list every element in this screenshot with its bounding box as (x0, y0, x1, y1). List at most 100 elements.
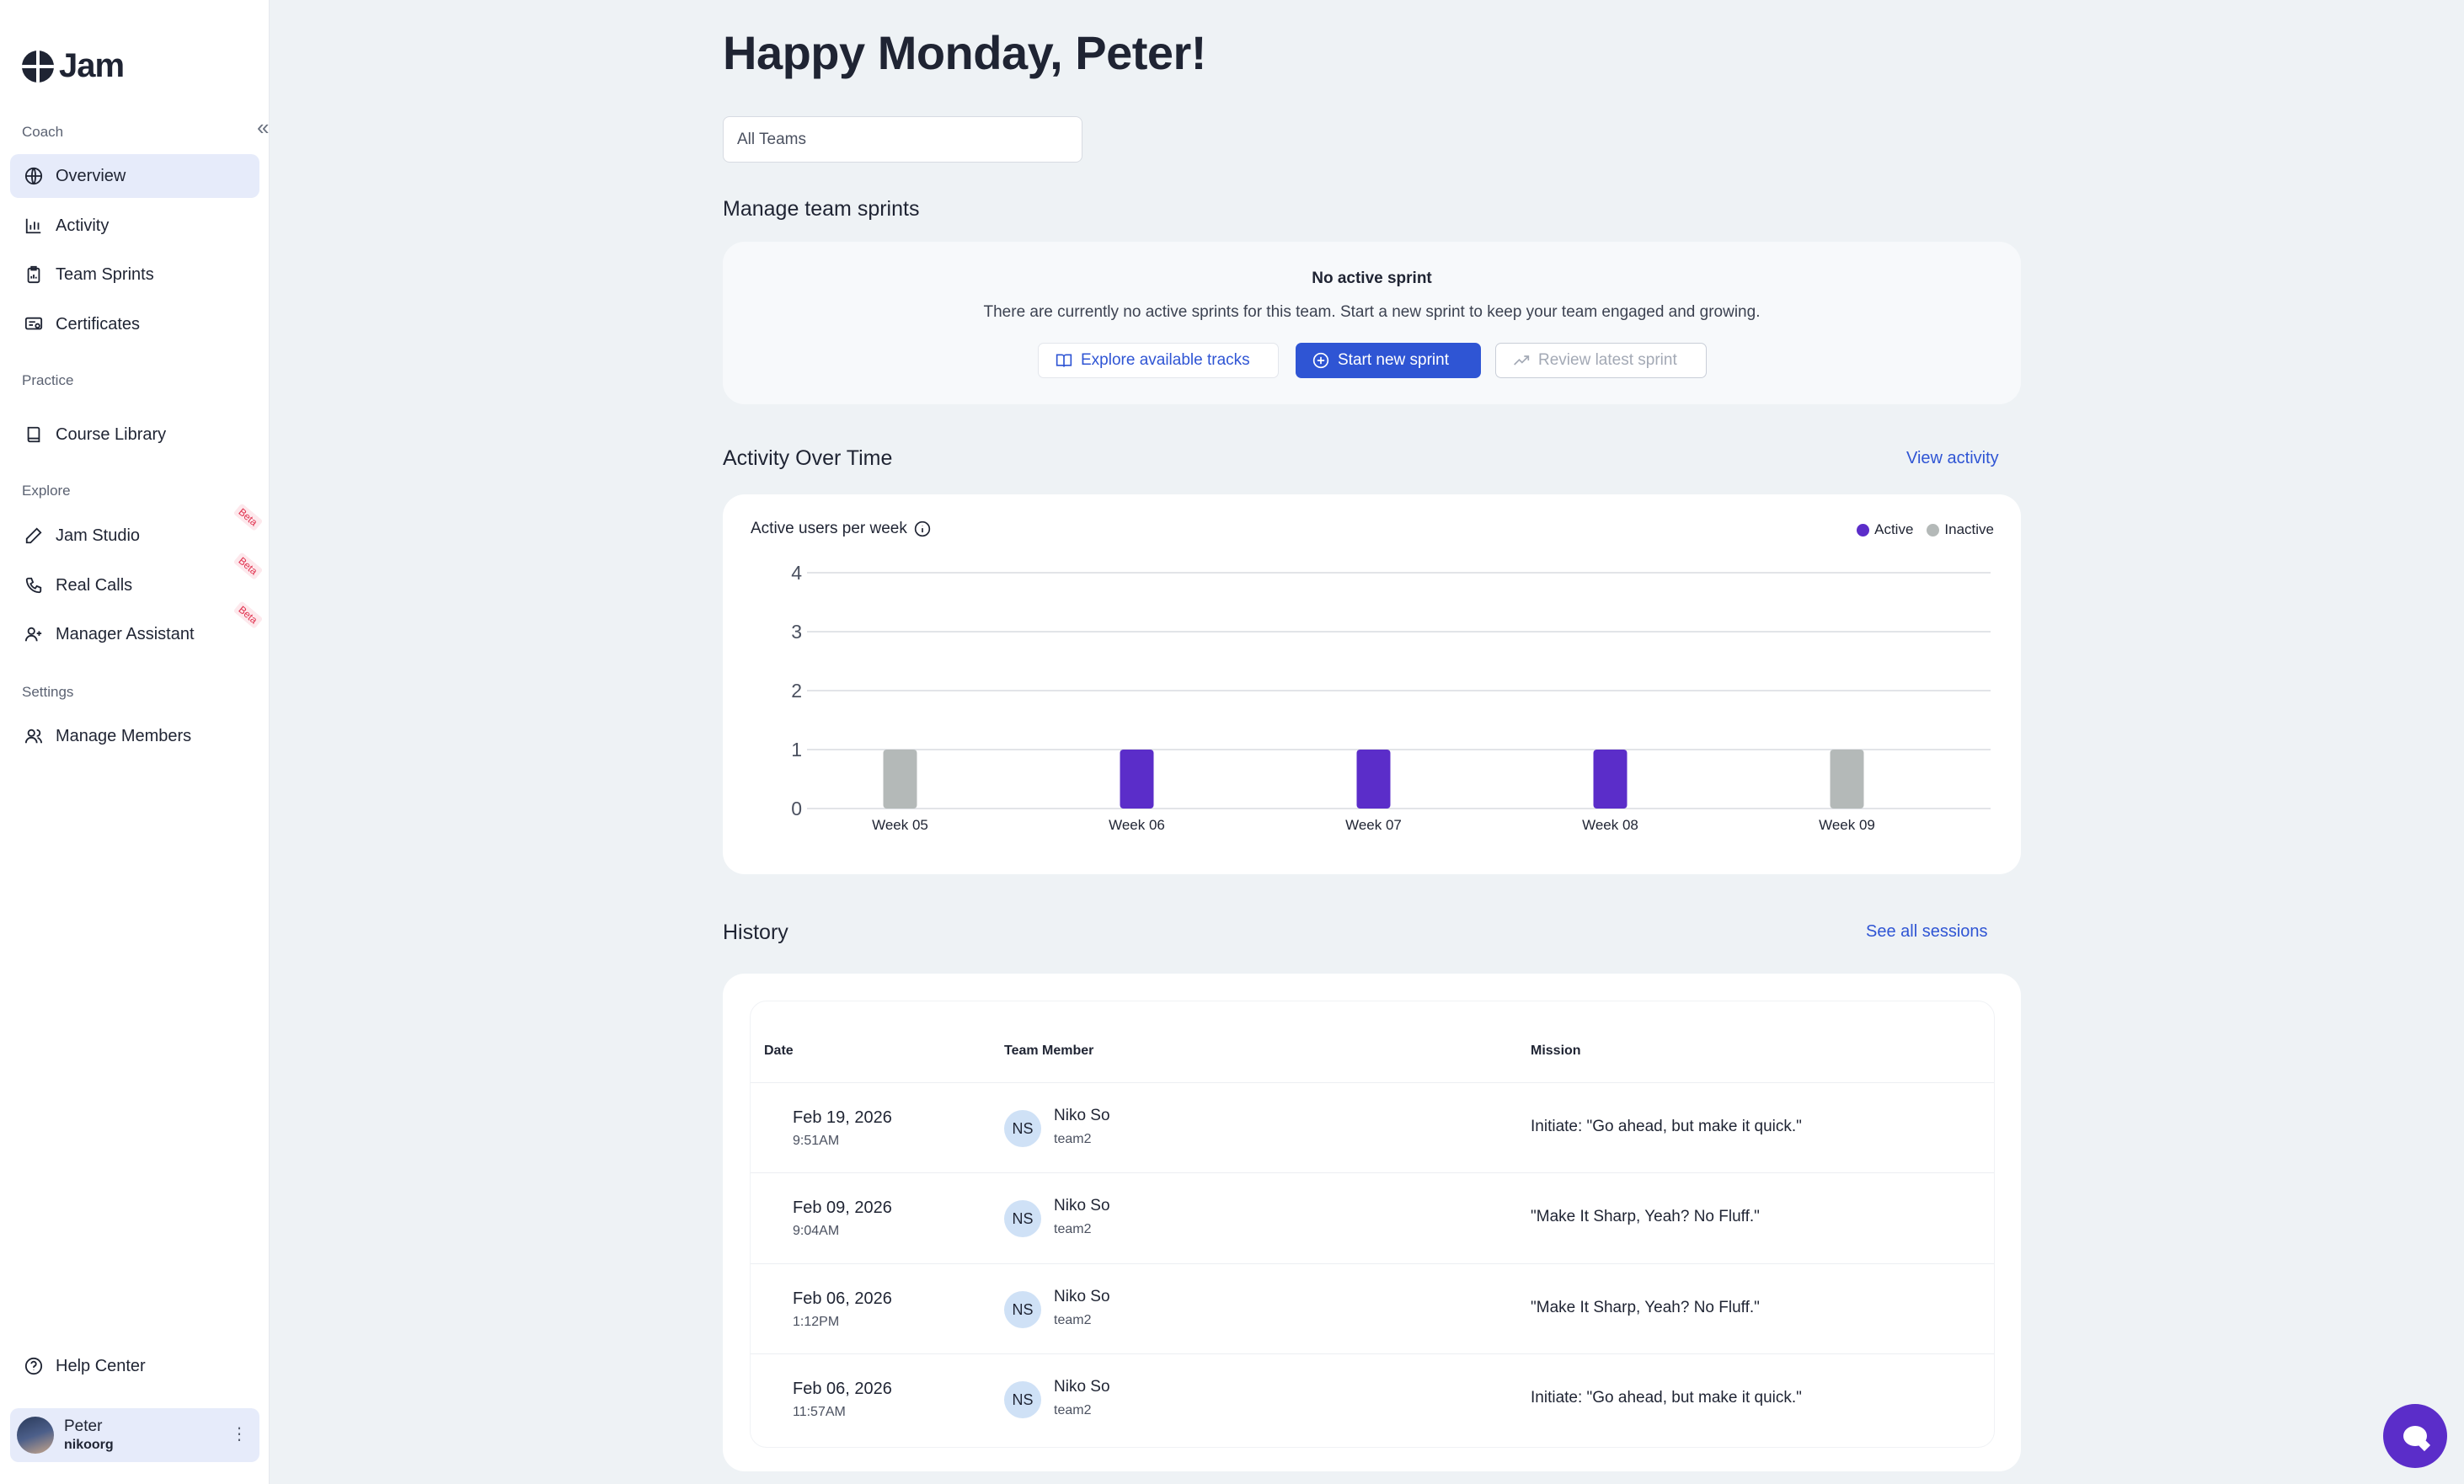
legend-label-inactive: Inactive (1944, 521, 1994, 537)
avatar: NS (1004, 1200, 1041, 1237)
avatar (17, 1417, 54, 1454)
member-team: team2 (1054, 1132, 1092, 1146)
team-filter-select[interactable]: All Teams (723, 116, 1082, 163)
activity-section-title: Activity Over Time (723, 446, 893, 470)
legend-dot-active (1857, 523, 1870, 536)
sidebar-item-label: Real Calls (56, 575, 133, 595)
sprints-section-title: Manage team sprints (723, 197, 920, 221)
sidebar-item-label: Team Sprints (56, 264, 154, 284)
clipboard-icon (24, 264, 44, 285)
sidebar-item-label: Manage Members (56, 726, 192, 745)
sidebar-item-jam-studio[interactable]: Jam Studio (10, 514, 259, 558)
sidebar-item-label: Overview (56, 166, 126, 185)
trending-up-icon (1514, 355, 1530, 366)
x-tick-label: Week 05 (872, 817, 928, 833)
no-sprint-title: No active sprint (1312, 270, 1432, 287)
sidebar-item-manager-assistant[interactable]: Manager Assistant (10, 612, 259, 656)
users-icon (24, 726, 44, 746)
member-team: team2 (1054, 1403, 1092, 1417)
sidebar-item-team-sprints[interactable]: Team Sprints (10, 253, 259, 296)
sprint-card: No active sprint There are currently no … (723, 242, 2021, 404)
sidebar-item-label: Activity (56, 216, 110, 235)
member-name: Niko So (1054, 1378, 1110, 1396)
sidebar-item-course-library[interactable]: Course Library (10, 413, 259, 456)
member-team: team2 (1054, 1222, 1092, 1236)
bar-inactive (1830, 750, 1864, 809)
legend-dot-inactive (1927, 523, 1940, 536)
sidebar-item-certificates[interactable]: Certificates (10, 302, 259, 346)
start-sprint-label: Start new sprint (1338, 351, 1449, 369)
sidebar: Jam « Coach Overview Activity Team Sprin… (0, 0, 270, 1484)
info-icon[interactable] (914, 520, 931, 537)
more-vertical-icon[interactable]: ⋮ (231, 1425, 248, 1444)
mission-name: Initiate: "Go ahead, but make it quick." (1531, 1389, 1802, 1407)
column-header-member: Team Member (1004, 1044, 1094, 1058)
session-time: 9:04AM (793, 1224, 840, 1238)
chat-support-button[interactable] (2383, 1404, 2447, 1468)
mission-name: Initiate: "Go ahead, but make it quick." (1531, 1118, 1802, 1135)
session-time: 9:51AM (793, 1134, 840, 1148)
legend-label-active: Active (1874, 521, 1914, 537)
x-tick-label: Week 06 (1109, 817, 1165, 833)
bar-inactive (883, 750, 917, 809)
review-sprint-label: Review latest sprint (1538, 351, 1677, 369)
view-activity-link[interactable]: View activity (1906, 449, 1999, 467)
member-name: Niko So (1054, 1288, 1110, 1305)
jam-logo[interactable]: Jam (22, 47, 125, 85)
sidebar-item-real-calls[interactable]: Real Calls (10, 563, 259, 607)
section-label-explore: Explore (22, 483, 71, 499)
section-label-settings: Settings (22, 684, 74, 700)
sidebar-item-activity[interactable]: Activity (10, 204, 259, 248)
mission-name: "Make It Sharp, Yeah? No Fluff." (1531, 1208, 1760, 1225)
legend-item-inactive: Inactive (1927, 521, 1994, 538)
chat-icon (2403, 1426, 2427, 1446)
table-row[interactable]: Feb 09, 2026 9:04AM NS Niko So team2 "Ma… (751, 1172, 1994, 1262)
book-icon (24, 424, 44, 445)
phone-icon (24, 575, 44, 595)
y-tick-label: 4 (791, 562, 802, 584)
column-header-date: Date (764, 1044, 794, 1058)
collapse-sidebar-icon[interactable]: « (257, 115, 270, 140)
start-sprint-button[interactable]: Start new sprint (1296, 343, 1481, 378)
user-plus-icon (24, 624, 44, 644)
jam-logo-icon (22, 50, 54, 83)
session-time: 1:12PM (793, 1315, 840, 1329)
section-label-practice: Practice (22, 372, 74, 388)
column-header-mission: Mission (1531, 1044, 1581, 1058)
avatar: NS (1004, 1381, 1041, 1418)
chart-legend: Active Inactive (1857, 521, 1994, 538)
y-tick-label: 3 (791, 621, 802, 643)
table-row[interactable]: Feb 19, 2026 9:51AM NS Niko So team2 Ini… (751, 1082, 1994, 1172)
section-label-coach: Coach (22, 124, 64, 140)
review-sprint-button[interactable]: Review latest sprint (1495, 343, 1707, 378)
y-tick-label: 2 (791, 680, 802, 702)
user-profile-card[interactable]: Peter nikoorg ⋮ (10, 1408, 259, 1462)
pencil-icon (24, 526, 44, 546)
logo-text: Jam (59, 47, 125, 84)
table-row[interactable]: Feb 06, 2026 1:12PM NS Niko So team2 "Ma… (751, 1263, 1994, 1353)
sidebar-item-overview[interactable]: Overview (10, 154, 259, 198)
user-org: nikoorg (64, 1438, 114, 1452)
book-open-icon (1056, 354, 1072, 367)
y-tick-label: 1 (791, 739, 802, 761)
session-time: 11:57AM (793, 1405, 846, 1419)
avatar: NS (1004, 1110, 1041, 1147)
member-name: Niko So (1054, 1197, 1110, 1214)
session-date: Feb 09, 2026 (793, 1198, 892, 1217)
table-row[interactable]: Feb 06, 2026 11:57AM NS Niko So team2 In… (751, 1353, 1994, 1444)
user-name: Peter (64, 1417, 103, 1435)
session-date: Feb 06, 2026 (793, 1289, 892, 1308)
help-circle-icon (24, 1356, 44, 1376)
avatar: NS (1004, 1291, 1041, 1328)
see-all-sessions-link[interactable]: See all sessions (1866, 922, 1988, 941)
bar-active (1120, 750, 1154, 809)
legend-item-active: Active (1857, 521, 1913, 538)
explore-tracks-label: Explore available tracks (1081, 351, 1250, 369)
session-date: Feb 06, 2026 (793, 1380, 892, 1398)
sidebar-item-label: Certificates (56, 314, 141, 334)
certificate-icon (24, 314, 44, 334)
help-center-link[interactable]: Help Center (10, 1344, 259, 1388)
explore-tracks-button[interactable]: Explore available tracks (1038, 343, 1279, 378)
page-title: Happy Monday, Peter! (723, 26, 1206, 79)
sidebar-item-manage-members[interactable]: Manage Members (10, 714, 259, 758)
